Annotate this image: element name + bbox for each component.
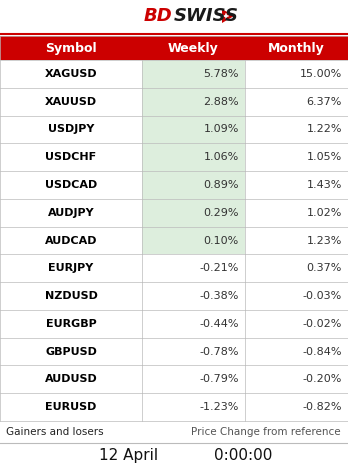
Bar bbox=[142, 254, 245, 282]
Text: USDCAD: USDCAD bbox=[45, 180, 97, 190]
Bar bbox=[0, 88, 142, 115]
Text: AUDUSD: AUDUSD bbox=[45, 374, 97, 385]
Bar bbox=[245, 199, 348, 227]
Bar bbox=[0, 36, 348, 60]
Text: 1.02%: 1.02% bbox=[307, 208, 342, 218]
Text: XAGUSD: XAGUSD bbox=[45, 69, 97, 79]
Text: -0.79%: -0.79% bbox=[199, 374, 239, 385]
Text: -0.78%: -0.78% bbox=[199, 347, 239, 356]
Bar bbox=[245, 365, 348, 393]
Text: Monthly: Monthly bbox=[268, 41, 325, 54]
Text: -0.84%: -0.84% bbox=[302, 347, 342, 356]
Bar bbox=[0, 338, 142, 365]
Text: -1.23%: -1.23% bbox=[200, 402, 239, 412]
Bar bbox=[142, 310, 245, 338]
Bar bbox=[142, 338, 245, 365]
Text: EURJPY: EURJPY bbox=[48, 263, 94, 273]
Text: 0.29%: 0.29% bbox=[204, 208, 239, 218]
Bar bbox=[0, 310, 142, 338]
Bar bbox=[142, 393, 245, 421]
Bar bbox=[0, 254, 142, 282]
Bar bbox=[142, 60, 245, 88]
Bar bbox=[0, 115, 142, 144]
Text: -0.21%: -0.21% bbox=[200, 263, 239, 273]
Bar bbox=[142, 199, 245, 227]
Text: AUDJPY: AUDJPY bbox=[48, 208, 94, 218]
Text: EURUSD: EURUSD bbox=[45, 402, 97, 412]
Text: 1.23%: 1.23% bbox=[307, 235, 342, 245]
Bar bbox=[245, 310, 348, 338]
Bar bbox=[245, 393, 348, 421]
Text: -0.38%: -0.38% bbox=[200, 291, 239, 301]
Bar bbox=[142, 144, 245, 171]
Text: 0.10%: 0.10% bbox=[204, 235, 239, 245]
Text: 1.43%: 1.43% bbox=[307, 180, 342, 190]
Text: BD: BD bbox=[143, 7, 172, 25]
Text: 1.05%: 1.05% bbox=[307, 152, 342, 162]
Bar bbox=[245, 282, 348, 310]
Bar bbox=[0, 393, 142, 421]
Bar bbox=[0, 171, 142, 199]
Bar bbox=[245, 254, 348, 282]
Bar bbox=[0, 199, 142, 227]
Bar bbox=[245, 171, 348, 199]
Text: 0.37%: 0.37% bbox=[307, 263, 342, 273]
Polygon shape bbox=[222, 9, 234, 23]
Text: 5.78%: 5.78% bbox=[204, 69, 239, 79]
Text: GBPUSD: GBPUSD bbox=[45, 347, 97, 356]
Text: -0.03%: -0.03% bbox=[303, 291, 342, 301]
Bar bbox=[245, 338, 348, 365]
Text: 0.89%: 0.89% bbox=[204, 180, 239, 190]
Text: -0.20%: -0.20% bbox=[303, 374, 342, 385]
Text: AUDCAD: AUDCAD bbox=[45, 235, 97, 245]
Bar bbox=[142, 88, 245, 115]
Text: 1.22%: 1.22% bbox=[307, 124, 342, 135]
Text: 1.06%: 1.06% bbox=[204, 152, 239, 162]
Bar bbox=[142, 227, 245, 254]
Text: XAUUSD: XAUUSD bbox=[45, 97, 97, 106]
Text: Gainers and losers: Gainers and losers bbox=[6, 427, 104, 437]
Text: 0:00:00: 0:00:00 bbox=[214, 447, 273, 462]
Text: -0.02%: -0.02% bbox=[303, 319, 342, 329]
Text: Price Change from reference: Price Change from reference bbox=[191, 427, 341, 437]
Text: Symbol: Symbol bbox=[45, 41, 97, 54]
Text: 2.88%: 2.88% bbox=[203, 97, 239, 106]
Text: Weekly: Weekly bbox=[168, 41, 219, 54]
Text: USDCHF: USDCHF bbox=[46, 152, 96, 162]
Bar bbox=[0, 144, 142, 171]
Bar bbox=[142, 282, 245, 310]
Text: 15.00%: 15.00% bbox=[300, 69, 342, 79]
Text: -0.44%: -0.44% bbox=[199, 319, 239, 329]
Text: NZDUSD: NZDUSD bbox=[45, 291, 97, 301]
Text: 6.37%: 6.37% bbox=[307, 97, 342, 106]
Bar bbox=[0, 227, 142, 254]
Bar bbox=[245, 60, 348, 88]
Bar bbox=[245, 227, 348, 254]
Bar bbox=[245, 144, 348, 171]
Text: 12 April: 12 April bbox=[99, 447, 158, 462]
Text: EURGBP: EURGBP bbox=[46, 319, 96, 329]
Bar bbox=[245, 115, 348, 144]
Text: 1.09%: 1.09% bbox=[204, 124, 239, 135]
Text: -0.82%: -0.82% bbox=[302, 402, 342, 412]
Text: USDJPY: USDJPY bbox=[48, 124, 94, 135]
Bar bbox=[0, 60, 142, 88]
Bar bbox=[142, 171, 245, 199]
Text: SWISS: SWISS bbox=[174, 7, 239, 25]
Bar bbox=[0, 365, 142, 393]
Bar bbox=[245, 88, 348, 115]
Bar bbox=[142, 365, 245, 393]
Bar bbox=[0, 282, 142, 310]
Bar bbox=[142, 115, 245, 144]
